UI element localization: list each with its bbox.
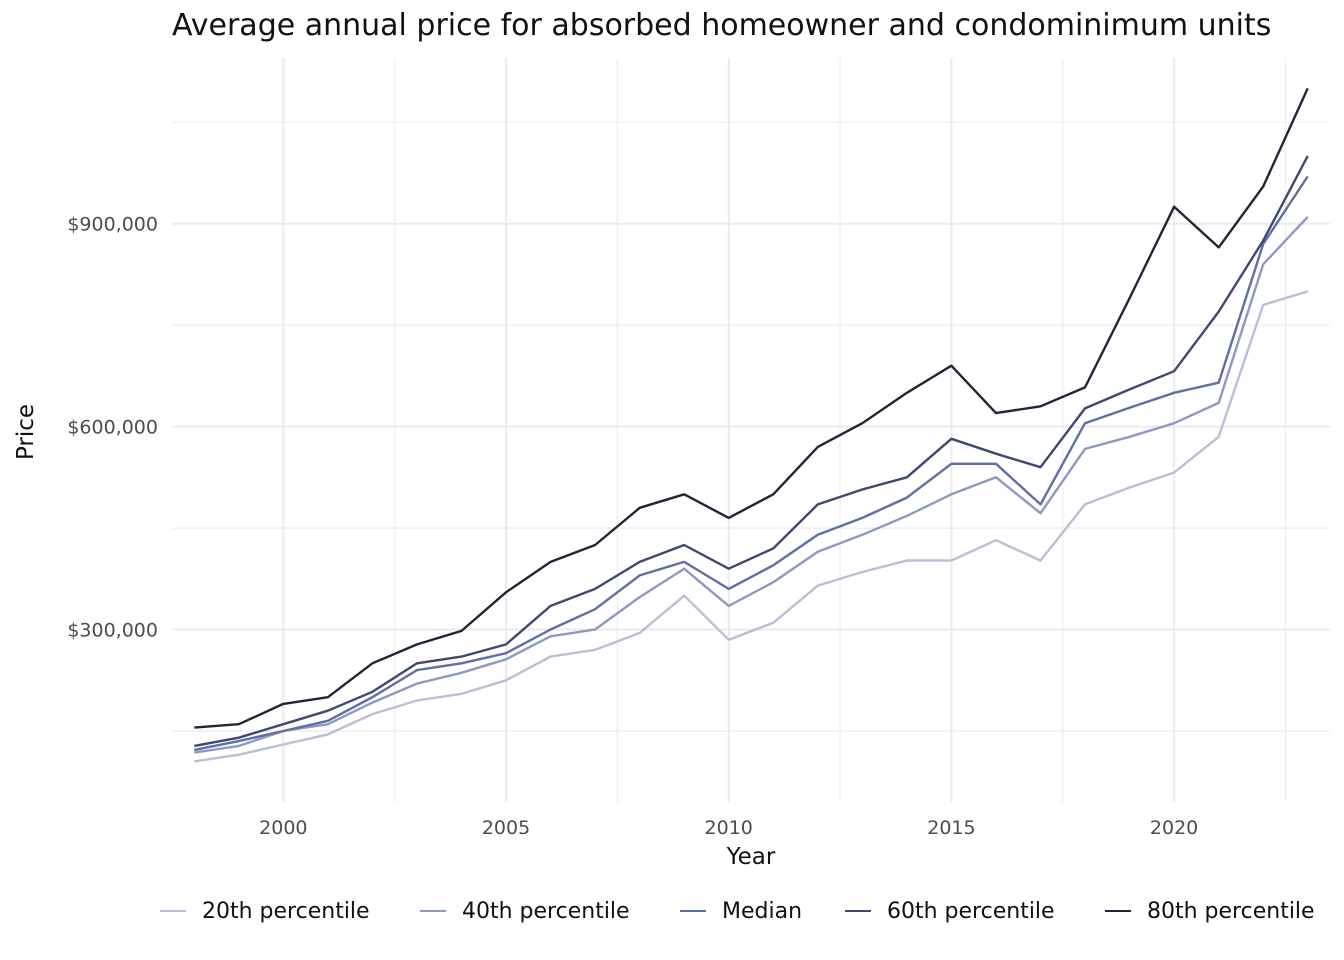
y-tick-label: $300,000	[67, 620, 158, 642]
legend-item: Median	[680, 893, 802, 929]
gridlines	[172, 58, 1330, 802]
chart-title: Average annual price for absorbed homeow…	[172, 8, 1272, 43]
legend-label: Median	[722, 898, 803, 924]
x-tick-label: 2015	[927, 817, 975, 839]
x-axis-title: Year	[726, 844, 776, 870]
x-tick-label: 2005	[482, 817, 530, 839]
x-tick-label: 2000	[259, 817, 307, 839]
legend-swatch	[160, 910, 186, 912]
legend-label: 80th percentile	[1147, 898, 1315, 924]
legend-swatch	[420, 910, 446, 912]
legend-label: 20th percentile	[202, 898, 370, 924]
legend: 20th percentile 40th percentile Median 60th…	[0, 893, 1344, 929]
series-line-1	[194, 216, 1309, 754]
x-tick-label: 2020	[1150, 817, 1198, 839]
series-line-4	[194, 87, 1309, 729]
legend-item: 80th percentile	[1105, 893, 1315, 929]
legend-swatch	[1105, 910, 1131, 912]
x-tick-label: 2010	[705, 817, 753, 839]
legend-item: 20th percentile	[160, 893, 370, 929]
series-lines	[194, 87, 1309, 763]
legend-label: 60th percentile	[887, 898, 1055, 924]
legend-swatch	[845, 910, 871, 912]
legend-swatch	[680, 910, 706, 912]
y-axis-title: Price	[13, 404, 39, 460]
legend-label: 40th percentile	[462, 898, 630, 924]
series-line-0	[194, 290, 1309, 763]
series-line-3	[194, 155, 1309, 748]
y-tick-label: $900,000	[67, 214, 158, 236]
x-axis-ticks: 2000 2005 2010 2015 2020	[259, 817, 1198, 839]
legend-item: 60th percentile	[845, 893, 1055, 929]
y-axis-ticks: $300,000 $600,000 $900,000	[67, 214, 158, 642]
series-line-2	[194, 175, 1309, 752]
legend-item: 40th percentile	[420, 893, 630, 929]
y-tick-label: $600,000	[67, 417, 158, 439]
